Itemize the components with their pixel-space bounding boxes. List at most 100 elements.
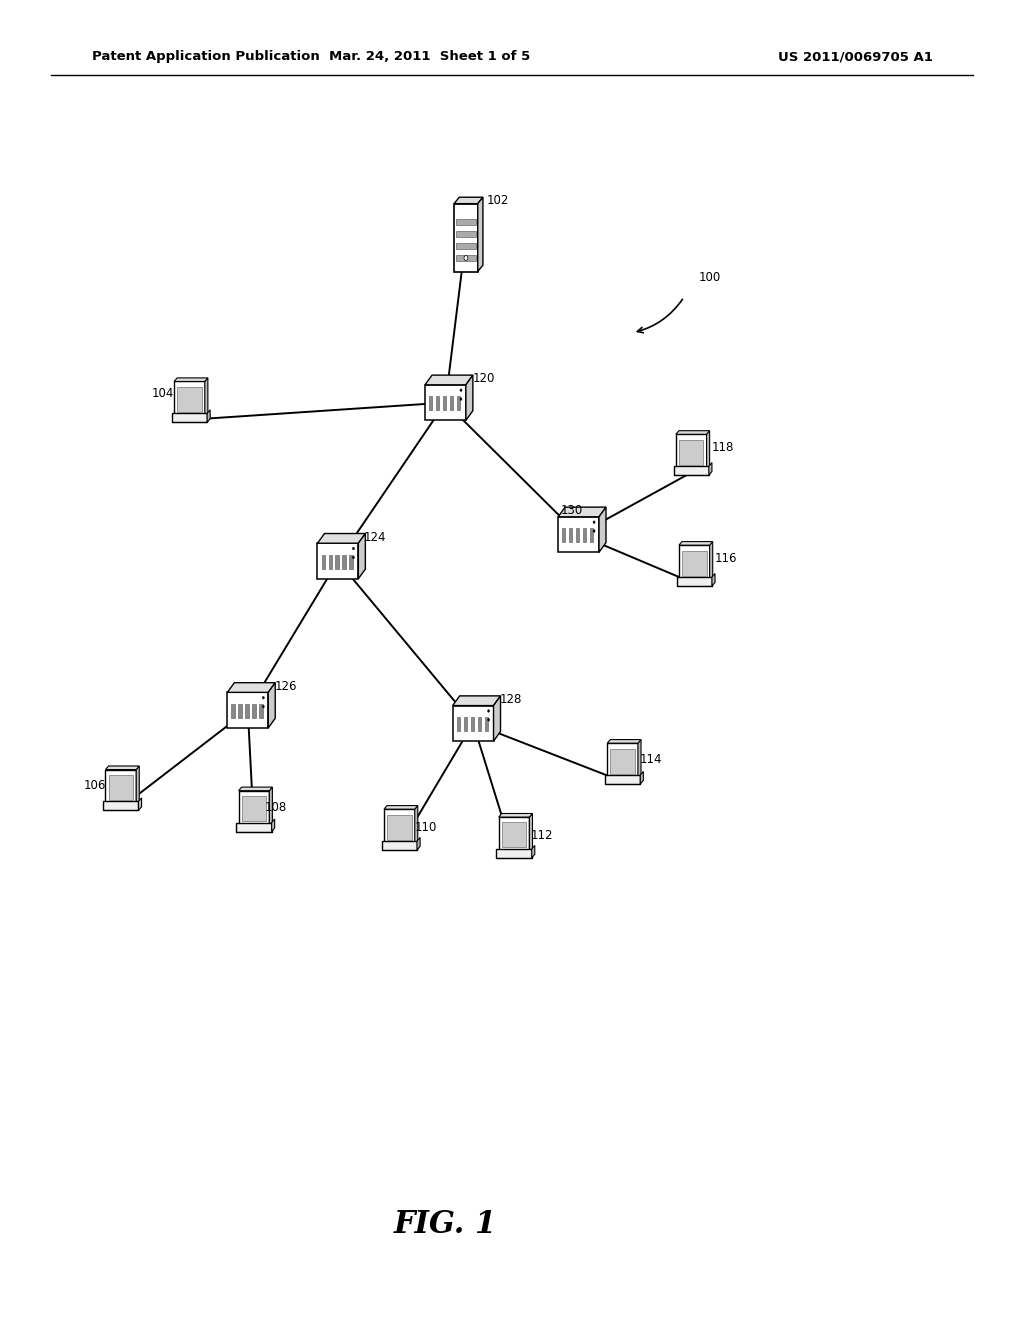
Circle shape [262,705,264,708]
Bar [336,554,339,569]
Bar [456,219,476,224]
Bar [246,704,249,718]
Bar [105,770,136,805]
Polygon shape [638,739,641,779]
Bar [317,544,358,578]
Polygon shape [425,375,473,385]
Bar [231,704,234,718]
Polygon shape [269,787,272,826]
Bar [497,849,531,858]
Bar [562,528,565,543]
Bar [237,822,271,832]
Bar [349,554,352,569]
Polygon shape [529,813,532,853]
Bar [456,255,476,261]
Bar [429,396,432,411]
Bar [682,550,707,576]
Polygon shape [205,378,208,417]
Bar [583,528,587,543]
Bar [456,231,476,236]
Bar [239,791,269,826]
Bar [384,809,415,845]
Bar [103,801,138,810]
Polygon shape [710,541,713,581]
Circle shape [352,556,354,558]
Bar [457,396,460,411]
Polygon shape [138,797,141,810]
Bar [484,717,487,731]
Bar [677,577,712,586]
Polygon shape [607,739,641,743]
Text: 112: 112 [530,829,553,842]
Bar [342,554,346,569]
Bar [450,396,454,411]
Polygon shape [466,375,473,420]
Bar [177,387,202,412]
Polygon shape [227,682,275,693]
Polygon shape [207,409,210,422]
Bar [382,841,417,850]
Bar [558,517,599,552]
Circle shape [487,718,489,721]
Text: Mar. 24, 2011  Sheet 1 of 5: Mar. 24, 2011 Sheet 1 of 5 [330,50,530,63]
Text: 128: 128 [500,693,522,706]
Bar [454,203,478,272]
Text: 102: 102 [486,194,509,207]
Polygon shape [358,533,366,578]
Polygon shape [640,771,643,784]
Bar [499,817,529,853]
Bar [453,706,494,741]
Polygon shape [531,845,535,858]
Text: 110: 110 [415,821,437,834]
Circle shape [460,389,462,392]
Bar [457,717,460,731]
Text: 106: 106 [84,779,106,792]
Text: 124: 124 [364,531,386,544]
Polygon shape [136,766,139,805]
Bar [387,814,412,840]
Bar [477,717,481,731]
Bar [239,704,242,718]
Bar [425,385,466,420]
Polygon shape [415,805,418,845]
Text: 114: 114 [640,752,663,766]
Polygon shape [558,507,606,517]
Text: 100: 100 [698,271,721,284]
Polygon shape [174,378,208,381]
Bar [172,413,207,422]
Polygon shape [712,573,715,586]
Polygon shape [494,696,501,741]
Bar [679,545,710,581]
Polygon shape [707,430,710,470]
Text: 116: 116 [715,552,737,565]
Circle shape [593,521,595,524]
Bar [590,528,593,543]
Text: US 2011/0069705 A1: US 2011/0069705 A1 [778,50,933,63]
Text: 104: 104 [152,387,174,400]
Bar [322,554,325,569]
Text: 130: 130 [561,504,584,517]
Polygon shape [384,805,418,809]
Polygon shape [676,430,710,434]
Polygon shape [105,766,139,770]
Polygon shape [679,541,713,545]
Bar [577,528,580,543]
Bar [456,243,476,249]
Bar [242,796,266,821]
Bar [607,743,638,779]
Polygon shape [454,197,483,203]
Circle shape [262,697,264,700]
Text: 126: 126 [274,680,297,693]
Circle shape [464,256,468,260]
Bar [109,775,133,800]
Polygon shape [499,813,532,817]
Bar [676,434,707,470]
Bar [436,396,439,411]
Bar [569,528,572,543]
Polygon shape [453,696,501,706]
Text: 120: 120 [473,372,496,385]
Polygon shape [271,818,274,832]
Bar [674,466,709,475]
Polygon shape [709,462,712,475]
Bar [443,396,446,411]
